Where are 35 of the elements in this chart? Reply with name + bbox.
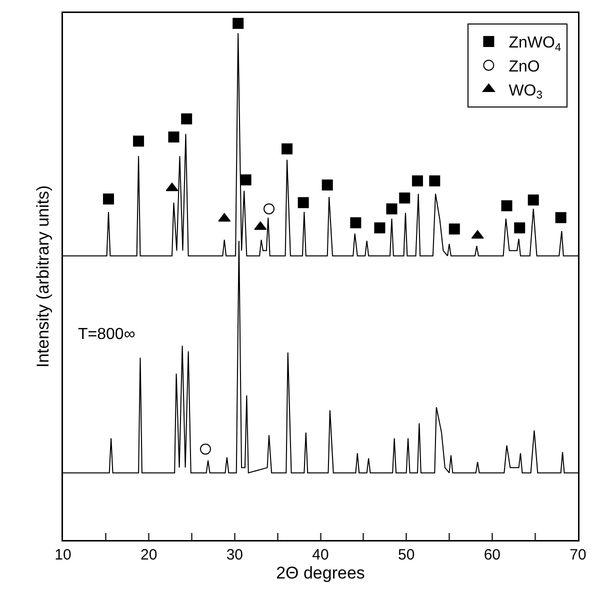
point (133, 136, 144, 147)
point (386, 203, 398, 214)
x-tick-label: 10 (54, 546, 72, 564)
point (429, 175, 440, 186)
point (282, 143, 293, 154)
point (298, 197, 309, 208)
x-axis-title: 2Θ degrees (276, 564, 365, 583)
legend-label: WO$_{3}$ (508, 82, 542, 102)
y-axis-title: Intensity (arbitrary units) (33, 185, 52, 368)
point (264, 203, 274, 214)
point (501, 200, 512, 212)
point (240, 174, 252, 186)
point (528, 194, 539, 206)
point (232, 18, 244, 29)
point (181, 113, 192, 124)
point (514, 222, 526, 234)
point (322, 180, 333, 191)
point (399, 192, 410, 204)
x-tick-label: 30 (226, 546, 244, 564)
x-tick-label: 40 (312, 546, 329, 564)
point (350, 217, 362, 228)
point (448, 223, 460, 234)
x-tick-label: 20 (140, 546, 158, 564)
point (374, 222, 386, 234)
point (102, 194, 114, 204)
annotation: T=800∞ (78, 326, 136, 343)
point (200, 444, 211, 455)
x-tick-label: 60 (484, 546, 501, 564)
x-tick-label: 70 (570, 546, 586, 564)
legend-label: ZnWO$_{4}$ (508, 34, 562, 54)
legend-label: ZnO (508, 58, 540, 76)
point (168, 132, 180, 142)
point (412, 175, 423, 186)
point (555, 212, 566, 224)
x-tick-label: 50 (398, 546, 415, 564)
